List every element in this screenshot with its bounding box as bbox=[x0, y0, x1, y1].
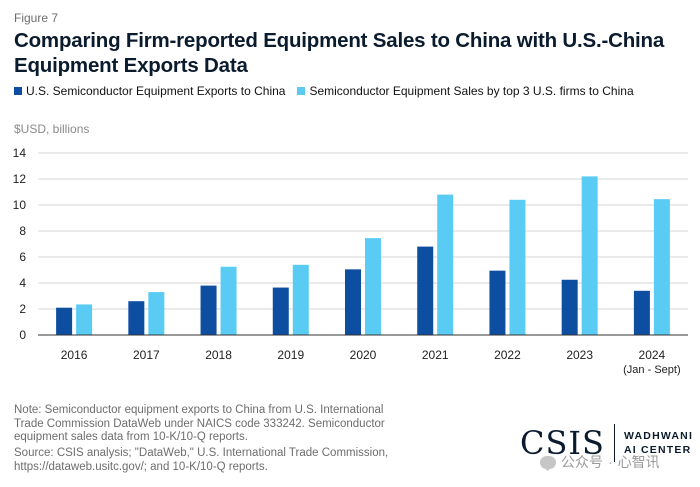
bar-exports-2016 bbox=[56, 307, 73, 335]
legend: U.S. Semiconductor Equipment Exports to … bbox=[14, 84, 646, 98]
logo-line-2: AI CENTER bbox=[623, 444, 692, 456]
watermark-separator: · bbox=[608, 454, 613, 470]
bar-sales-2018 bbox=[220, 266, 237, 335]
bar-exports-2022 bbox=[489, 270, 506, 335]
watermark: 公众号 · 心智讯 bbox=[540, 452, 660, 472]
y-axis-unit-label: $USD, billions bbox=[14, 122, 90, 136]
y-tick-label: 6 bbox=[19, 250, 26, 264]
wechat-icon bbox=[540, 455, 556, 469]
y-tick-label: 4 bbox=[19, 276, 26, 290]
y-tick-label: 2 bbox=[19, 302, 26, 316]
legend-item-sales: Semiconductor Equipment Sales by top 3 U… bbox=[297, 84, 634, 98]
bar-chart: 0 2 4 6 8 10 12 14 2016 2017 2018 2019 2020 2021 2022 2… bbox=[13, 146, 688, 376]
csis-logo: CSIS WADHWANI AI CENTER bbox=[520, 424, 693, 462]
x-tick-label: 2021 bbox=[422, 348, 449, 362]
bar-sales-2023 bbox=[581, 176, 598, 335]
chart-note: Note: Semiconductor equipment exports to… bbox=[14, 404, 385, 443]
bar-sales-2024 bbox=[653, 199, 670, 335]
chart-source: Source: CSIS analysis; "DataWeb," U.S. I… bbox=[14, 447, 389, 473]
x-tick-label: 2022 bbox=[494, 348, 521, 362]
legend-swatch-sales bbox=[297, 87, 306, 95]
legend-item-exports: U.S. Semiconductor Equipment Exports to … bbox=[14, 84, 285, 98]
x-tick-label: 2023 bbox=[566, 348, 593, 362]
bar-exports-2020 bbox=[345, 269, 361, 335]
bar-sales-2019 bbox=[292, 264, 309, 335]
x-tick-label: 2018 bbox=[205, 348, 232, 362]
x-tick-label: 2020 bbox=[350, 348, 377, 362]
logo-side-text: WADHWANI AI CENTER bbox=[624, 429, 693, 457]
bar-exports-2019 bbox=[272, 287, 289, 335]
y-tick-label: 8 bbox=[19, 224, 26, 238]
legend-swatch-exports bbox=[14, 87, 22, 95]
y-tick-label: 10 bbox=[13, 198, 27, 212]
bar-sales-2017 bbox=[148, 292, 165, 335]
y-tick-label: 0 bbox=[19, 328, 26, 342]
watermark-right: 心智讯 bbox=[617, 454, 660, 470]
logo-divider bbox=[613, 424, 615, 462]
bar-exports-2017 bbox=[128, 301, 145, 335]
x-tick-label: 2019 bbox=[277, 348, 304, 362]
legend-label-exports: U.S. Semiconductor Equipment Exports to … bbox=[26, 84, 286, 98]
logo-main-text: CSIS bbox=[520, 424, 605, 462]
bar-exports-2024 bbox=[633, 290, 650, 335]
legend-label-sales: Semiconductor Equipment Sales by top 3 U… bbox=[309, 84, 634, 98]
y-tick-label: 12 bbox=[13, 172, 27, 186]
x-tick-sublabel: (Jan - Sept) bbox=[623, 364, 680, 376]
bar-exports-2023 bbox=[561, 279, 578, 335]
logo-line-1: WADHWANI bbox=[623, 430, 694, 442]
y-tick-label: 14 bbox=[13, 146, 27, 160]
x-tick-label: 2016 bbox=[61, 348, 88, 362]
bar-sales-2022 bbox=[509, 199, 526, 335]
x-tick-label: 2024 bbox=[639, 348, 666, 362]
figure-label: Figure 7 bbox=[14, 11, 59, 25]
bar-exports-2018 bbox=[200, 285, 217, 335]
chart-title: Comparing Firm-reported Equipment Sales … bbox=[14, 29, 665, 77]
watermark-left: 公众号 bbox=[561, 454, 603, 470]
bar-sales-2021 bbox=[437, 194, 454, 335]
x-tick-label: 2017 bbox=[133, 348, 160, 362]
bar-sales-2020 bbox=[365, 238, 381, 335]
bar-sales-2016 bbox=[76, 304, 93, 335]
bar-exports-2021 bbox=[417, 246, 434, 335]
